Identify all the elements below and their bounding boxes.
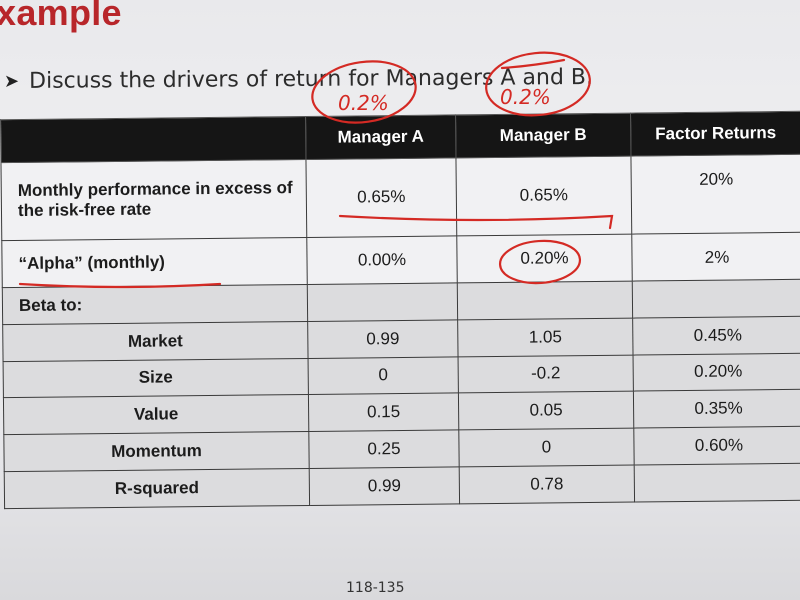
row-label: Value: [3, 394, 309, 435]
cell-manager-a: 0: [308, 356, 459, 395]
cell-factor: 20%: [630, 154, 800, 234]
bullet-text: Discuss the drivers of return for Manage…: [29, 64, 594, 94]
cell-factor: [632, 279, 800, 318]
bullet-arrow-icon: ➤: [3, 70, 20, 92]
page-number: 118-135: [346, 580, 405, 596]
cell-factor: 2%: [631, 232, 800, 281]
cell-factor: 0.45%: [632, 316, 800, 355]
table-row: Monthly performance in excess of the ris…: [0, 154, 800, 241]
row-label: Momentum: [3, 431, 310, 472]
cell-factor: [634, 463, 800, 503]
table-header-manager-b: Manager B: [455, 113, 631, 158]
cell-manager-a: 0.99: [307, 319, 459, 359]
cell-manager-a: 0.65%: [305, 157, 457, 238]
cell-manager-b: [457, 280, 633, 320]
cell-manager-b: 0.05: [458, 391, 634, 431]
row-label: Size: [3, 358, 309, 399]
row-label: R-squared: [4, 468, 310, 509]
table-header-factor-returns: Factor Returns: [630, 111, 800, 157]
cell-manager-b: 0.78: [459, 465, 635, 504]
cell-manager-b: 0.20%: [456, 233, 633, 283]
cell-manager-a: 0.99: [309, 466, 460, 506]
row-label: Beta to:: [2, 284, 308, 325]
cell-manager-a: 0.00%: [306, 235, 458, 285]
cell-manager-a: [307, 282, 458, 322]
cell-manager-b: 0.65%: [455, 156, 632, 236]
table-row: R-squared 0.99 0.78: [4, 463, 800, 509]
cell-manager-a: 0.15: [308, 393, 459, 432]
row-label: Market: [2, 321, 309, 362]
data-table: Manager A Manager B Factor Returns Month…: [0, 111, 800, 509]
cell-factor: 0.35%: [633, 389, 800, 429]
slide-title: xample: [0, 0, 122, 33]
cell-manager-b: 0: [458, 428, 635, 467]
cell-manager-a: 0.25: [308, 430, 460, 469]
cell-factor: 0.20%: [633, 352, 800, 392]
row-label: “Alpha” (monthly): [1, 237, 308, 288]
cell-manager-b: 1.05: [457, 317, 634, 357]
table-header-manager-a: Manager A: [305, 114, 456, 160]
cell-manager-b: -0.2: [458, 354, 634, 394]
bullet-line: ➤ Discuss the drivers of return for Mana…: [4, 60, 593, 98]
table-header-blank: [0, 116, 306, 163]
row-label: Monthly performance in excess of the ris…: [0, 159, 307, 241]
table-row: “Alpha” (monthly) 0.00% 0.20% 2%: [1, 232, 800, 288]
cell-factor: 0.60%: [633, 426, 800, 466]
